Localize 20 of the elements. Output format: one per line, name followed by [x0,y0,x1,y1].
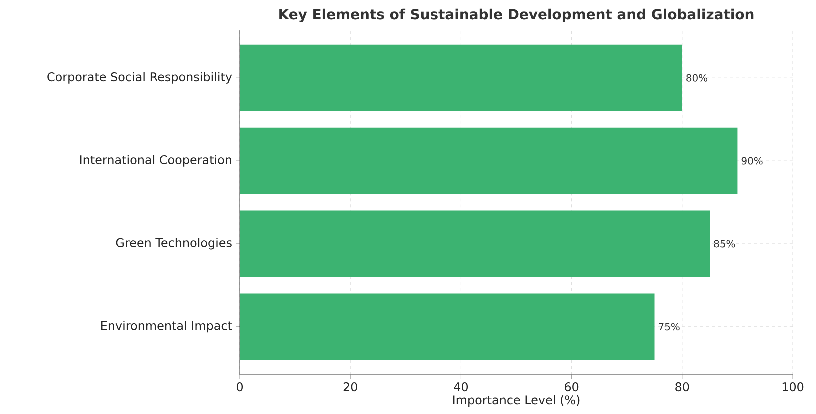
x-tick-label: 40 [454,382,468,392]
y-tick-label: International Cooperation [80,155,232,167]
chart-title: Key Elements of Sustainable Development and Globalization [280,8,754,23]
y-tick-label: Corporate Social Responsibility [48,72,232,84]
x-tick-label: 20 [344,382,358,392]
bar [240,128,738,194]
bar [240,210,710,278]
x-tick-label: 100 [782,382,804,392]
x-tick-label: 0 [236,382,244,392]
data-label: 80% [686,74,708,82]
bar [240,294,655,360]
x-axis-title: Importance Level (%) [453,395,580,407]
y-tick-label: Green Technologies [116,238,232,250]
x-tick-label: 80 [676,382,690,392]
x-tick-label: 60 [565,382,579,392]
y-tick-label: Environmental Impact [102,321,232,333]
data-label: 75% [659,323,680,331]
data-label: 90% [742,157,763,165]
data-label: 85% [714,240,736,248]
bar [240,44,682,112]
